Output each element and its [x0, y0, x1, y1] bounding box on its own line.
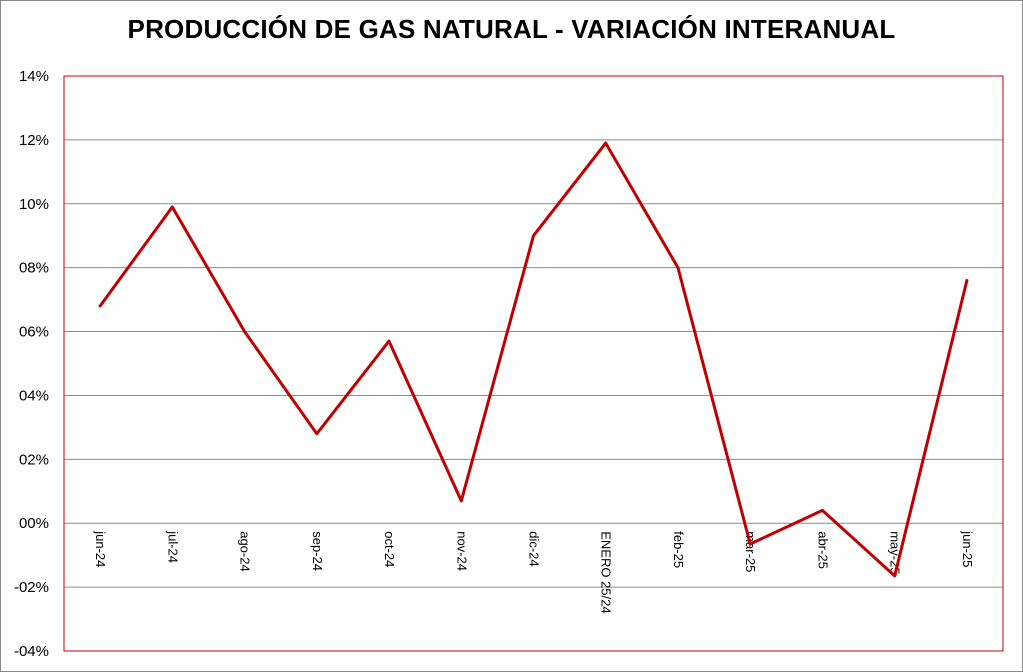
x-tick-label: mar-25: [743, 531, 758, 572]
y-tick-label: 14%: [19, 68, 49, 85]
x-tick-label: jul-24: [165, 530, 180, 563]
series-line: [98, 141, 969, 578]
plot-area-border: [63, 75, 1004, 652]
y-tick-label: -04%: [14, 643, 49, 660]
series-group: [98, 141, 969, 578]
y-tick-label: 10%: [19, 196, 49, 213]
y-tick-label: -02%: [14, 579, 49, 596]
y-axis: -04% -02% 00% 02% 04% 06% 08% 10% 12% 14%: [14, 68, 49, 660]
gridlines: [64, 139, 1003, 588]
x-tick-label: ENERO 25/24: [599, 531, 614, 613]
y-tick-label: 12%: [19, 132, 49, 149]
x-tick-label: jun-24: [93, 530, 108, 567]
x-tick-label: feb-25: [671, 531, 686, 568]
x-tick-label: jun-25: [960, 530, 975, 567]
x-tick-label: dic-24: [527, 531, 542, 566]
y-tick-label: 06%: [19, 324, 49, 341]
x-tick-label: ago-24: [238, 531, 253, 571]
y-tick-label: 04%: [19, 387, 49, 404]
x-tick-label: abr-25: [815, 531, 830, 569]
x-axis: jun-24 jul-24 ago-24 sep-24 oct-24 nov-24 dic-…: [93, 530, 975, 613]
y-tick-label: 00%: [19, 515, 49, 532]
x-tick-label: sep-24: [310, 531, 325, 571]
chart-title: PRODUCCIÓN DE GAS NATURAL - VARIACIÓN IN…: [127, 14, 896, 44]
y-tick-label: 02%: [19, 451, 49, 468]
y-tick-label: 08%: [19, 260, 49, 277]
x-tick-label: oct-24: [382, 531, 397, 567]
x-tick-label: nov-24: [454, 531, 469, 571]
